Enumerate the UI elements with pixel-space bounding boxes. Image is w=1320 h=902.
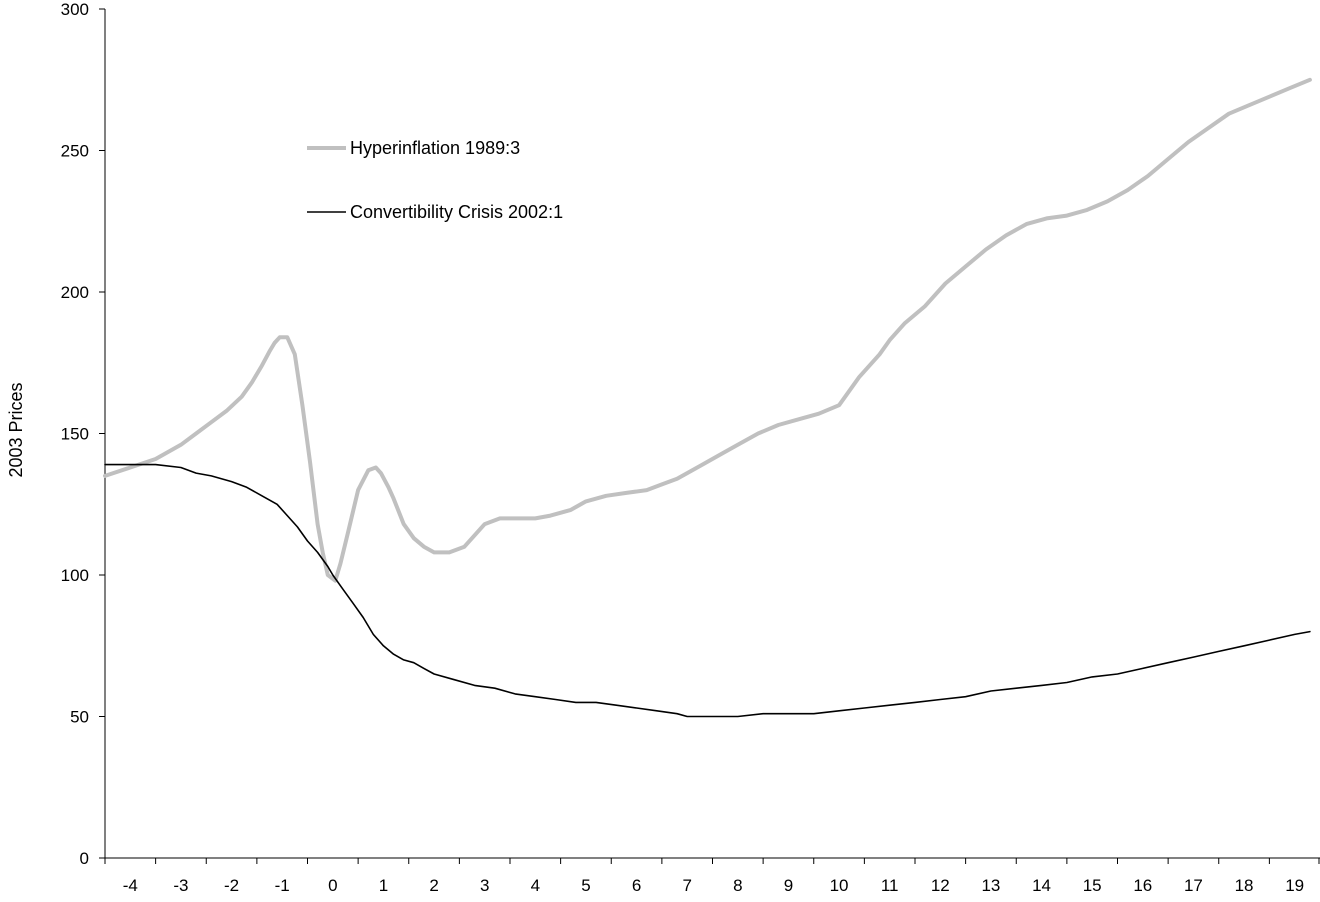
- series-line-2: [104, 463, 1311, 718]
- x-tick-label: -1: [275, 876, 290, 895]
- y-tick-label: 50: [70, 708, 89, 727]
- x-tick-label: 6: [632, 876, 641, 895]
- x-tick-label: -3: [173, 876, 188, 895]
- y-axis-title: 2003 Prices: [6, 382, 26, 477]
- x-tick-label: 5: [581, 876, 590, 895]
- x-tick-label: -4: [123, 876, 138, 895]
- x-tick-label: 19: [1285, 876, 1304, 895]
- y-tick-label: 250: [61, 142, 89, 161]
- x-tick-label: 15: [1083, 876, 1102, 895]
- x-tick-label: 11: [881, 876, 899, 895]
- legend: Hyperinflation 1989:3 Convertibility Cris…: [307, 138, 563, 222]
- x-tick-label: 4: [531, 876, 540, 895]
- x-tick-label: 9: [784, 876, 793, 895]
- x-tick-label: 18: [1235, 876, 1254, 895]
- series-line-1: [103, 77, 1312, 583]
- y-axis: 0 50 100 150 200 250 300: [61, 0, 106, 868]
- x-tick-label: 10: [830, 876, 849, 895]
- y-tick-label: 150: [61, 425, 89, 444]
- legend-label: Hyperinflation 1989:3: [350, 138, 520, 158]
- x-axis: -4 -3 -2 -1 0 1 2 3 4 5 6 7 8 9 10 11 12 13 14 15 16 17 18 19: [104, 857, 1320, 895]
- x-tick-label: 7: [682, 876, 691, 895]
- y-tick-label: 200: [61, 283, 89, 302]
- x-tick-label: 12: [931, 876, 950, 895]
- x-tick-label: 14: [1032, 876, 1051, 895]
- y-tick-label: 0: [80, 849, 89, 868]
- x-tick-label: 8: [733, 876, 742, 895]
- x-tick-label: 0: [328, 876, 337, 895]
- series-lines: [103, 77, 1312, 718]
- legend-label: Convertibility Crisis 2002:1: [350, 202, 563, 222]
- x-tick-label: 1: [379, 876, 388, 895]
- y-tick-label: 100: [61, 566, 89, 585]
- x-tick-label: 3: [480, 876, 489, 895]
- x-tick-label: 2: [429, 876, 438, 895]
- x-tick-label: 16: [1133, 876, 1152, 895]
- x-tick-label: -2: [224, 876, 239, 895]
- y-tick-label: 300: [61, 0, 89, 19]
- x-tick-label: 17: [1184, 876, 1203, 895]
- x-tick-label: 13: [981, 876, 1000, 895]
